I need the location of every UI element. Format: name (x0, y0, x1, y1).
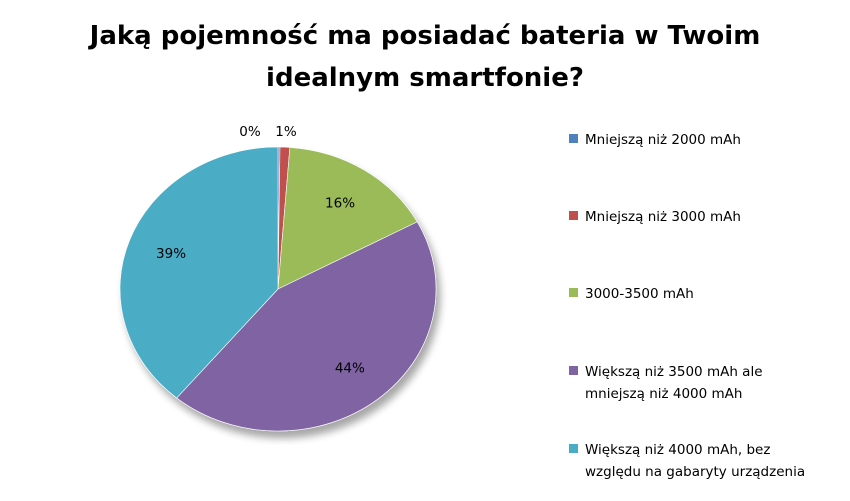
legend-label-5-line-2: względu na gabaryty urządzenia (585, 464, 805, 480)
chart-title-line-2: idealnym smartfonie? (266, 63, 584, 93)
legend: Mniejszą niż 2000 mAh Mniejszą niż 3000 m… (569, 132, 805, 480)
legend-swatch-5 (569, 444, 578, 453)
legend-swatch-2 (569, 211, 578, 220)
chart-title-line-1: Jaką pojemność ma posiadać bateria w Two… (88, 21, 761, 51)
legend-swatch-4 (569, 366, 578, 375)
legend-label-4-line-1: Większą niż 3500 mAh ale (585, 364, 763, 380)
pie-slice-4 (176, 221, 437, 432)
legend-swatch-1 (569, 134, 578, 143)
pie-slice-5 (119, 146, 279, 399)
legend-label-3: 3000-3500 mAh (585, 286, 694, 302)
data-label-2: 1% (275, 124, 297, 140)
legend-label-1: Mniejszą niż 2000 mAh (585, 132, 741, 148)
pie-slice-3 (277, 147, 418, 290)
pie-slices (119, 146, 437, 432)
data-label-3: 16% (325, 195, 355, 211)
legend-swatch-3 (569, 288, 578, 297)
legend-label-5-line-1: Większą niż 4000 mAh, bez (585, 442, 770, 458)
pie-data-labels: 0% 1% 16% 44% 39% (156, 124, 365, 376)
data-label-1: 0% (239, 124, 261, 140)
data-label-4: 44% (335, 360, 365, 376)
data-label-5: 39% (156, 246, 186, 262)
legend-label-2: Mniejszą niż 3000 mAh (585, 209, 741, 225)
legend-label-4-line-2: mniejszą niż 4000 mAh (585, 386, 742, 402)
